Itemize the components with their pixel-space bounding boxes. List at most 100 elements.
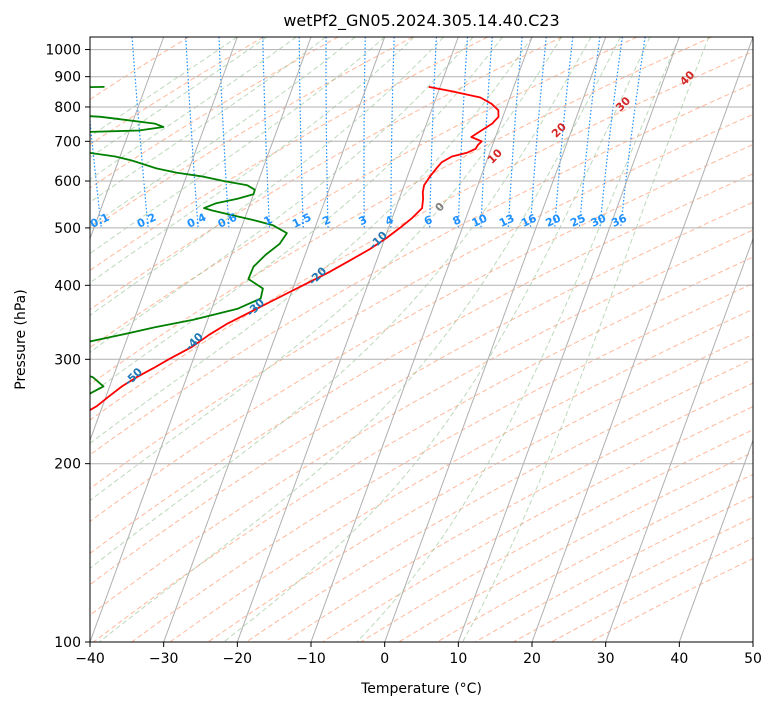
- moist-adiabat: [90, 37, 474, 353]
- mixing-ratio-label: 25: [568, 212, 587, 230]
- dry-adiabat: [245, 358, 753, 642]
- plot-frame: [89, 36, 754, 643]
- moist-adiabat: [90, 37, 415, 284]
- x-tick-label: −40: [75, 651, 105, 667]
- mixing-ratio-line: [363, 37, 366, 228]
- mixing-ratio-line: [480, 37, 493, 228]
- x-axis-label: Temperature (°C): [360, 681, 482, 697]
- isotherm-label: 40: [677, 68, 697, 88]
- mixing-ratio-label: 30: [589, 211, 609, 229]
- moist-adiabat: [90, 37, 356, 228]
- mixing-ratio-label: 2: [320, 213, 332, 228]
- moist-adiabat: [461, 37, 710, 642]
- isotherm-gridline: [163, 37, 386, 642]
- mixing-ratio-label: 4: [383, 213, 396, 228]
- mixing-ratio-line: [620, 37, 646, 228]
- dry-adiabat: [90, 37, 638, 349]
- isotherm-label: 30: [613, 94, 633, 114]
- dry-adiabat: [90, 37, 712, 385]
- mixing-ratio-line: [529, 37, 547, 228]
- isotherm-gridline: [678, 438, 753, 642]
- isotherm-gridline: [236, 37, 459, 642]
- moist-adiabat: [90, 37, 533, 444]
- y-tick-label: 500: [54, 221, 81, 237]
- y-tick-label: 200: [54, 457, 81, 473]
- y-tick-label: 100: [54, 635, 81, 651]
- mixing-ratio-line: [90, 115, 102, 228]
- dry-adiabat: [90, 37, 414, 231]
- chart-title: wetPf2_GN05.2024.305.14.40.C23: [283, 11, 559, 31]
- dry-adiabat: [90, 37, 339, 189]
- x-tick-label: 50: [744, 651, 762, 667]
- x-tick-label: 10: [449, 651, 467, 667]
- y-tick-label: 900: [54, 70, 81, 86]
- x-tick-label: 0: [380, 651, 389, 667]
- x-tick-label: 40: [670, 651, 688, 667]
- moist-adiabat: [99, 37, 621, 642]
- y-tick-label: 300: [54, 352, 81, 368]
- mixing-ratio-line: [578, 37, 601, 228]
- mixing-ratio-line: [429, 37, 437, 228]
- isotherm-label: -70: [3, 442, 26, 465]
- mixing-ratio-line: [507, 37, 523, 228]
- mixing-ratio-line: [262, 37, 271, 228]
- moist-adiabat: [90, 37, 268, 159]
- y-tick-label: 600: [54, 174, 81, 190]
- mixing-ratio-line: [457, 37, 469, 228]
- moist-adiabat: [90, 37, 238, 138]
- dry-adiabat: [398, 451, 753, 642]
- dry-adiabat: [90, 229, 753, 616]
- moist-adiabat: [90, 37, 444, 316]
- dry-adiabat: [90, 201, 753, 586]
- mixing-ratio-label: 8: [451, 213, 463, 228]
- y-tick-label: 800: [54, 100, 81, 116]
- mixing-ratio-line: [325, 37, 329, 228]
- isotherm-gridline: [457, 37, 680, 642]
- x-tick-label: 20: [523, 651, 541, 667]
- dry-adiabat: [322, 406, 753, 642]
- moist-adiabat: [90, 37, 297, 180]
- x-tick-label: −10: [296, 651, 326, 667]
- mixing-ratio-label: 3: [357, 213, 369, 228]
- mixing-ratio-label: 20: [544, 211, 564, 229]
- isotherm-gridline: [90, 37, 312, 642]
- moist-adiabat: [90, 37, 562, 502]
- isotherm-label: 10: [485, 146, 505, 166]
- moist-adiabat: [356, 37, 680, 642]
- dry-adiabat: [90, 113, 753, 490]
- mixing-ratio-line: [185, 37, 199, 228]
- mixing-ratio-line: [390, 37, 395, 228]
- mixing-ratio-label: 16: [519, 211, 539, 229]
- isotherm-gridline: [752, 640, 753, 642]
- dry-adiabat: [90, 173, 753, 555]
- y-tick-label: 400: [54, 278, 81, 294]
- x-tick-label: −30: [149, 651, 179, 667]
- y-tick-label: 700: [54, 134, 81, 150]
- mixing-ratio-line: [298, 37, 304, 228]
- x-tick-label: 30: [597, 651, 615, 667]
- moist-adiabat: [90, 37, 503, 396]
- mixing-ratio-label: 10: [470, 211, 490, 229]
- dry-adiabat: [589, 557, 753, 642]
- mixing-ratio-label: 36: [609, 211, 629, 229]
- isotherm-gridline: [90, 37, 165, 241]
- isotherm-gridline: [531, 37, 753, 642]
- mixing-ratio-line: [218, 37, 230, 228]
- isotherm-label: 20: [549, 120, 569, 140]
- moist-adiabat: [223, 37, 651, 642]
- dry-adiabat: [90, 37, 264, 146]
- dewpoint-profile-line: [90, 86, 288, 395]
- isotherm-gridline: [90, 37, 238, 442]
- temperature-profile-line: [90, 86, 500, 412]
- dry-adiabat: [93, 256, 753, 642]
- dry-adiabat: [90, 37, 563, 311]
- mixing-ratio-label: 13: [497, 212, 516, 230]
- isotherm-gridline: [605, 237, 753, 642]
- x-tick-label: −20: [223, 651, 253, 667]
- dry-adiabat: [90, 143, 753, 523]
- y-tick-label: 1000: [45, 43, 81, 59]
- isotherm-gridline: [310, 37, 533, 642]
- dry-adiabat: [90, 37, 488, 272]
- moist-adiabat: [90, 37, 386, 255]
